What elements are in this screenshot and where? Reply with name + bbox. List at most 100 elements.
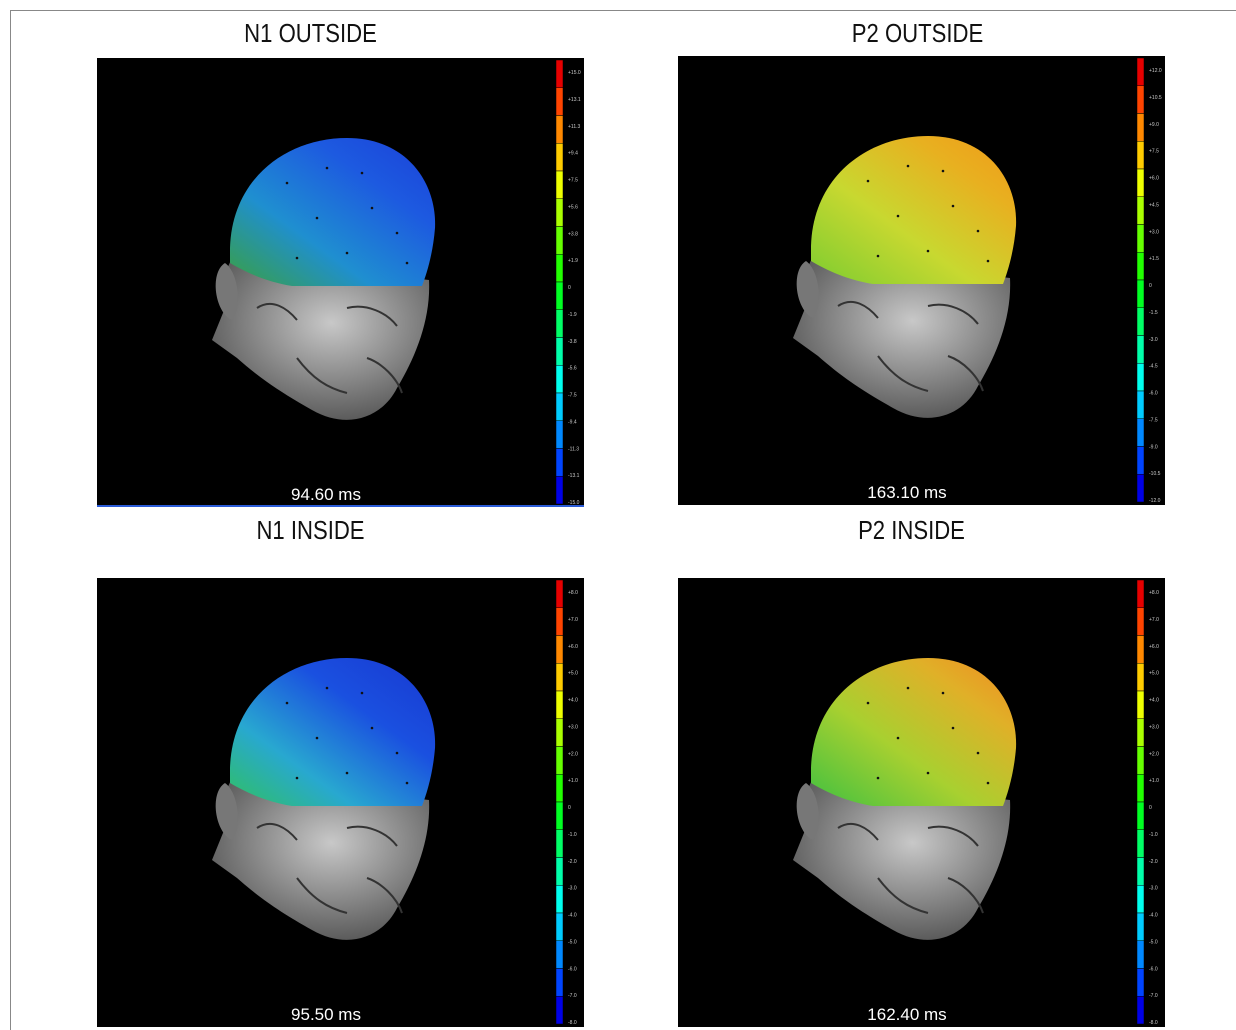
colorbar-segment	[1137, 969, 1144, 997]
colorbar-label: +2.0	[568, 751, 578, 757]
colorbar-label: -9.0	[1149, 444, 1158, 450]
electrode	[406, 262, 409, 265]
colorbar-label: -5.0	[1149, 939, 1158, 945]
electrode	[987, 782, 990, 785]
colorbar-label: 0	[568, 285, 571, 291]
electrode	[927, 250, 930, 253]
electrode	[371, 727, 374, 730]
colorbar-label: -11.3	[568, 446, 579, 452]
colorbar-segment	[1137, 747, 1144, 775]
electrode	[286, 702, 289, 705]
colorbar-label: +9.0	[1149, 122, 1159, 128]
electrode	[877, 777, 880, 780]
colorbar-label: +1.0	[1149, 778, 1159, 784]
colorbar-label: 0	[1149, 283, 1152, 289]
colorbar-segment	[1137, 447, 1144, 475]
colorbar-label: +8.0	[1149, 590, 1159, 596]
colorbar-segment	[556, 365, 563, 393]
colorbar-label: +15.0	[568, 70, 581, 76]
colorbar-segment	[1137, 419, 1144, 447]
colorbar-segment	[556, 282, 563, 310]
electrode	[326, 167, 329, 170]
colorbar-segment	[556, 421, 563, 449]
colorbar-label: +9.4	[568, 151, 578, 157]
colorbar-segment	[1137, 830, 1144, 858]
colorbar-segment	[556, 88, 563, 116]
time-label: 95.50 ms	[291, 1005, 361, 1024]
electrode	[952, 727, 955, 730]
colorbar-segment	[1137, 391, 1144, 419]
electrode	[326, 687, 329, 690]
colorbar-label: -8.0	[1149, 1020, 1158, 1026]
colorbar-segment	[1137, 858, 1144, 886]
electrode	[927, 772, 930, 775]
colorbar-segment	[556, 663, 563, 691]
colorbar-label: -2.0	[1149, 859, 1158, 865]
colorbar-label: -3.0	[568, 886, 577, 892]
colorbar-segment	[1137, 913, 1144, 941]
colorbar-segment	[556, 858, 563, 886]
colorbar-segment	[1137, 719, 1144, 747]
electrode	[877, 255, 880, 258]
colorbar-segment	[556, 691, 563, 719]
colorbar-label: 0	[568, 805, 571, 811]
colorbar-label: +8.0	[568, 590, 578, 596]
colorbar-segment	[556, 310, 563, 338]
colorbar-segment	[1137, 141, 1144, 169]
colorbar-label: -7.5	[1149, 417, 1158, 423]
colorbar-segment	[1137, 802, 1144, 830]
panel-title: N1 INSIDE	[104, 515, 518, 546]
colorbar-label: +3.0	[1149, 724, 1159, 730]
colorbar-label: +7.0	[1149, 617, 1159, 623]
colorbar-segment	[556, 580, 563, 608]
electrode	[296, 777, 299, 780]
colorbar-segment	[1137, 941, 1144, 969]
time-label: 94.60 ms	[291, 485, 361, 504]
colorbar-label: +1.5	[1149, 256, 1159, 262]
time-label: 163.10 ms	[867, 483, 946, 502]
colorbar-label: -1.9	[568, 312, 577, 318]
colorbar-segment	[556, 60, 563, 88]
electrode	[361, 692, 364, 695]
colorbar-label: +3.0	[1149, 229, 1159, 235]
colorbar-segment	[1137, 58, 1144, 86]
colorbar-segment	[1137, 197, 1144, 225]
colorbar-label: +3.0	[568, 724, 578, 730]
electrode	[942, 692, 945, 695]
colorbar-label: -3.8	[568, 339, 577, 345]
colorbar-segment	[1137, 252, 1144, 280]
colorbar-label: -13.1	[568, 473, 580, 479]
colorbar-label: -9.4	[568, 419, 577, 425]
colorbar-segment	[556, 449, 563, 477]
colorbar-label: -6.0	[1149, 966, 1158, 972]
colorbar-label: +5.0	[1149, 671, 1159, 677]
topography-panel: +8.0+7.0+6.0+5.0+4.0+3.0+2.0+1.00-1.0-2.…	[97, 578, 584, 1027]
electrode	[867, 180, 870, 183]
colorbar-label: +7.0	[568, 617, 578, 623]
colorbar-segment	[1137, 280, 1144, 308]
colorbar-label: -4.0	[568, 913, 577, 919]
electrode	[942, 170, 945, 173]
colorbar-label: -8.0	[568, 1020, 577, 1026]
colorbar-label: -4.5	[1149, 364, 1158, 370]
colorbar-segment	[556, 393, 563, 421]
colorbar-label: -3.0	[1149, 886, 1158, 892]
colorbar-label: -1.0	[568, 832, 577, 838]
colorbar-segment	[1137, 474, 1144, 502]
colorbar-label: -1.0	[1149, 832, 1158, 838]
time-label: 162.40 ms	[867, 1005, 946, 1024]
colorbar-segment	[556, 885, 563, 913]
colorbar-segment	[1137, 996, 1144, 1024]
electrode	[346, 772, 349, 775]
colorbar-segment	[1137, 636, 1144, 664]
colorbar-label: +7.5	[1149, 149, 1159, 155]
colorbar-label: +6.0	[1149, 176, 1159, 182]
colorbar-segment	[1137, 169, 1144, 197]
colorbar-label: -5.6	[568, 366, 577, 372]
colorbar-segment	[556, 636, 563, 664]
colorbar-segment	[556, 338, 563, 366]
colorbar-label: +4.0	[1149, 698, 1159, 704]
colorbar-segment	[556, 199, 563, 227]
colorbar-label: +5.6	[568, 204, 578, 210]
colorbar-segment	[556, 913, 563, 941]
